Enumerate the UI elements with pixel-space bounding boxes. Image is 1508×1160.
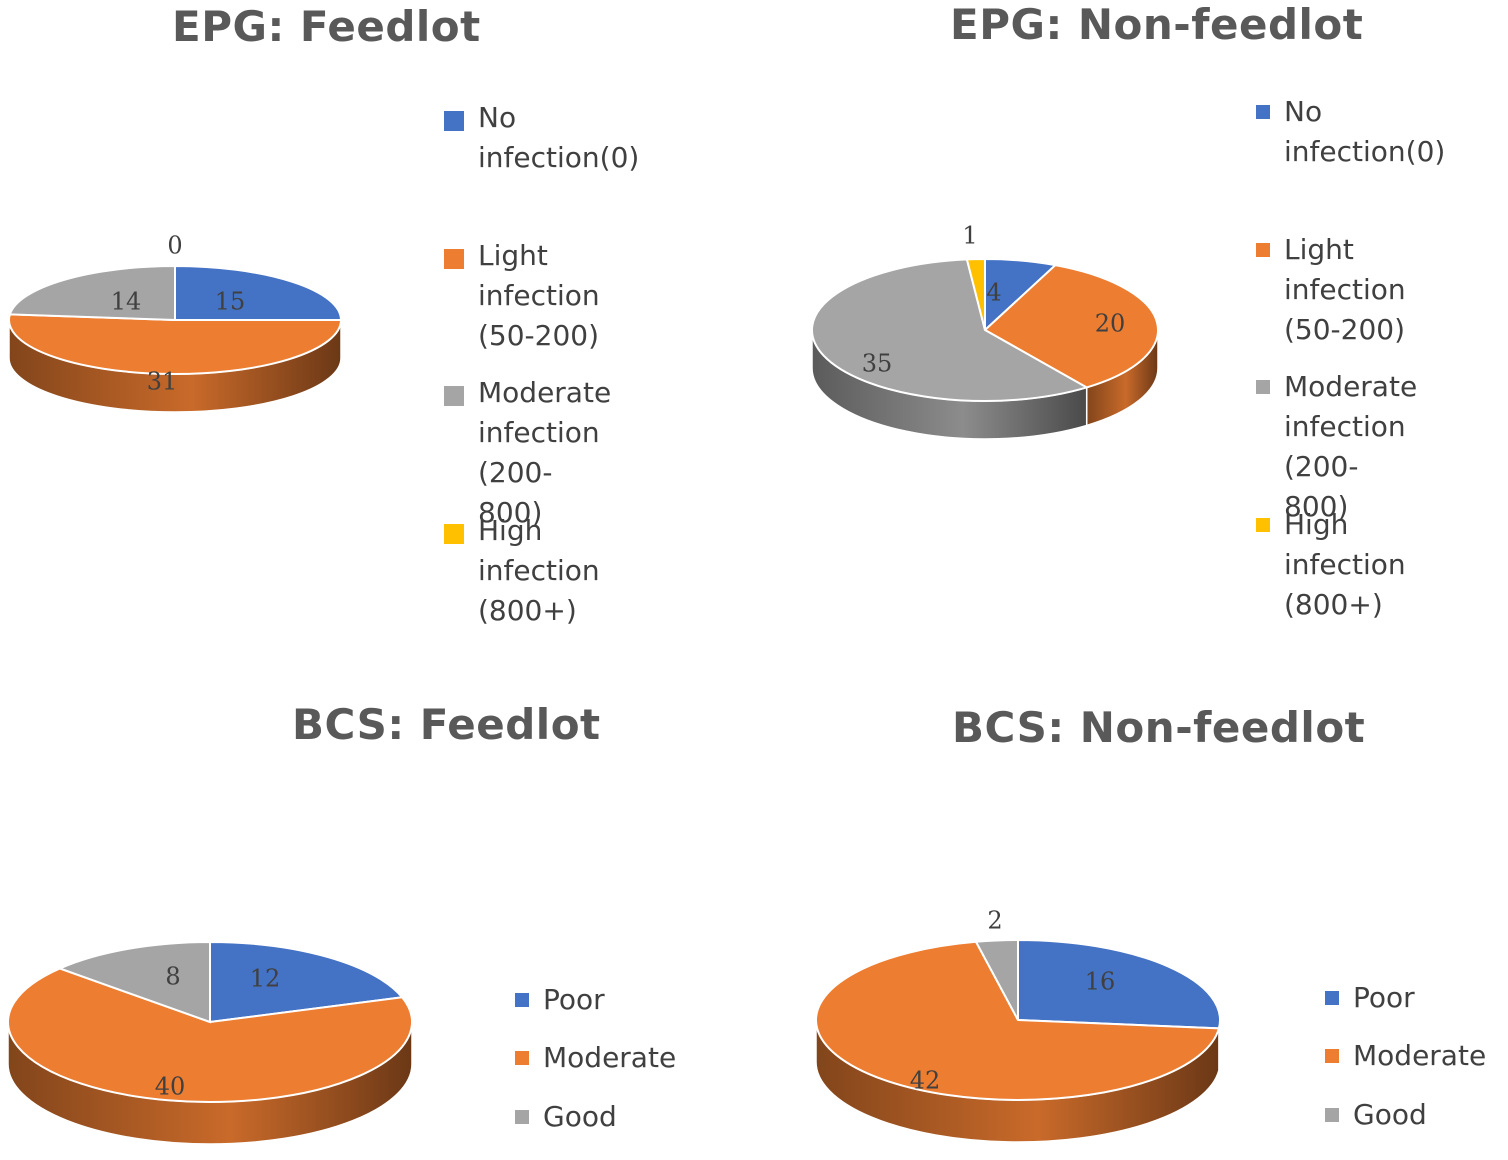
legend-item: Poor — [1325, 978, 1415, 1018]
chart-title-bcs-non-feedlot: BCS: Non-feedlot — [952, 703, 1366, 752]
pie-slice-light-infection-50-200 — [983, 264, 1159, 389]
legend-swatch — [1325, 1108, 1339, 1122]
chart-title-epg-feedlot: EPG: Feedlot — [172, 2, 481, 51]
pie-slice-poor — [1017, 938, 1221, 1030]
legend-label: Moderate infection (200- 800) — [1284, 370, 1418, 523]
legend-label: Good — [1353, 1098, 1427, 1131]
data-label: 4 — [986, 279, 1001, 307]
data-label: 0 — [167, 232, 182, 260]
data-label: 20 — [1095, 310, 1126, 338]
legend-label: Light infection (50-200) — [478, 239, 600, 352]
legend-item: Good — [1325, 1095, 1427, 1135]
legend-label: No infection(0) — [478, 101, 640, 174]
legend-item: Light infection (50-200) — [444, 236, 600, 356]
data-label: 35 — [862, 350, 893, 378]
legend-label: Moderate — [1353, 1039, 1487, 1072]
legend-item: No infection(0) — [1256, 92, 1445, 172]
pie-chart-bcs-non-feedlot: 16 42 2 — [815, 907, 1221, 1143]
legend-swatch — [515, 993, 529, 1007]
legend-item: Moderate — [515, 1038, 676, 1078]
pie-slice-moderate — [7, 967, 413, 1103]
data-label: 15 — [215, 288, 246, 316]
pie-slice-good — [57, 940, 211, 1024]
pie-chart-epg-non-feedlot: 4 20 35 1 — [811, 222, 1159, 440]
legend-label: Poor — [1353, 981, 1415, 1014]
legend-item: Moderate infection (200- 800) — [444, 373, 611, 533]
legend-label: Poor — [543, 983, 605, 1016]
data-label: 2 — [987, 907, 1002, 935]
data-label: 14 — [111, 288, 142, 316]
pie-slice-no-infection-0 — [174, 264, 343, 321]
legend-swatch — [1325, 1049, 1339, 1063]
legend-label: Moderate — [543, 1041, 677, 1074]
legend-swatch — [515, 1110, 529, 1124]
legend-swatch — [444, 249, 464, 269]
pie-chart-bcs-feedlot: 12 40 8 — [7, 940, 413, 1145]
legend-label: Good — [543, 1100, 617, 1133]
pie-slice-moderate-infection-200-800 — [8, 264, 176, 322]
legend-label: High infection (800+) — [1284, 508, 1406, 621]
legend-label: Moderate infection (200- 800) — [478, 376, 612, 529]
legend-swatch — [444, 524, 464, 544]
data-label: 40 — [155, 1073, 186, 1101]
legend-item: Light infection (50-200) — [1256, 230, 1406, 350]
pie-slice-poor — [209, 940, 405, 1024]
data-label: 16 — [1085, 968, 1116, 996]
data-label: 8 — [165, 963, 180, 991]
pie-chart-epg-feedlot: 15 31 14 0 — [8, 232, 343, 413]
legend-item: Good — [515, 1097, 617, 1137]
legend-item: High infection (800+) — [444, 511, 600, 631]
legend-swatch — [1325, 991, 1339, 1005]
legend-swatch — [1256, 518, 1270, 532]
legend-swatch — [444, 386, 464, 406]
legend-label: Light infection (50-200) — [1284, 233, 1406, 346]
data-label: 12 — [250, 965, 281, 993]
legend-item: High infection (800+) — [1256, 505, 1406, 625]
data-label: 31 — [147, 368, 178, 396]
legend-swatch — [1256, 105, 1270, 119]
legend-item: Moderate — [1325, 1036, 1486, 1076]
legend-swatch — [1256, 243, 1270, 257]
chart-title-bcs-feedlot: BCS: Feedlot — [292, 700, 601, 749]
chart-title-epg-non-feedlot: EPG: Non-feedlot — [950, 0, 1364, 49]
pie-slice-high-infection-800 — [965, 257, 986, 331]
legend-label: High infection (800+) — [478, 514, 600, 627]
legend-label: No infection(0) — [1284, 95, 1446, 168]
pie-slice-moderate — [815, 940, 1221, 1101]
pie-slice-moderate-infection-200-800 — [811, 258, 1090, 402]
pie-slice-good — [974, 938, 1019, 1021]
legend-item: No infection(0) — [444, 98, 639, 178]
legend-item: Moderate infection (200- 800) — [1256, 367, 1417, 527]
pie-slice-light-infection-50-200 — [8, 313, 343, 375]
legend-swatch — [1256, 380, 1270, 394]
data-label: 1 — [962, 222, 977, 250]
legend-item: Poor — [515, 980, 605, 1020]
data-label: 42 — [910, 1067, 941, 1095]
legend-swatch — [515, 1051, 529, 1065]
legend-swatch — [444, 111, 464, 131]
